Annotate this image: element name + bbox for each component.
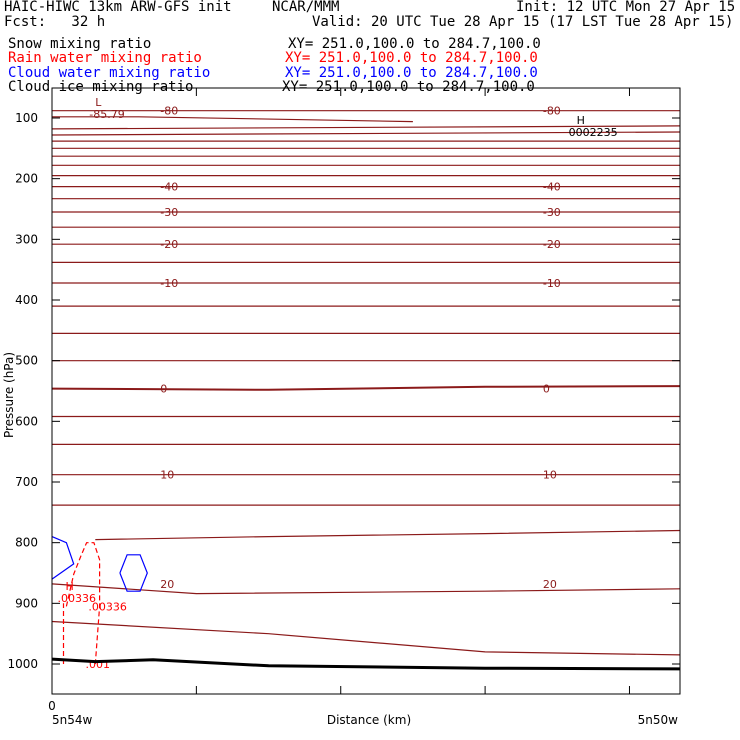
isotherm-line	[52, 116, 413, 123]
x-left-endpoint: 5n54w	[52, 713, 93, 727]
header-title: HAIC-HIWC 13km ARW-GFS init	[4, 0, 232, 15]
isotherm-line	[51, 583, 681, 595]
isotherm-label: 10	[160, 469, 174, 482]
isotherm-label: 20	[543, 578, 557, 591]
legend-cloudice-label: Cloud ice mixing ratio	[8, 79, 194, 95]
y-tick-label: 200	[15, 172, 38, 186]
rain-contour	[65, 542, 101, 665]
isotherm-label: 10	[543, 469, 557, 482]
isotherm-line	[51, 620, 681, 656]
plot-frame	[51, 87, 681, 695]
y-tick-label: 600	[15, 414, 38, 428]
isotherm-label: -30	[160, 206, 178, 219]
extremum-value: .00336	[58, 592, 96, 605]
y-tick-label: 1000	[7, 657, 38, 671]
y-tick-label: 400	[15, 293, 38, 307]
header-org: NCAR/MMM	[272, 0, 340, 15]
isotherm-label: -80	[543, 105, 561, 118]
y-tick-label: 500	[15, 354, 38, 368]
x-right-endpoint: 5n50w	[638, 713, 679, 727]
legend-snow-label: Snow mixing ratio	[8, 36, 152, 52]
y-tick-label: 300	[15, 232, 38, 246]
legend-rain-label: Rain water mixing ratio	[8, 50, 202, 66]
header-fcst: Fcst: 32 h	[4, 14, 106, 30]
isotherm-label: -20	[543, 238, 561, 251]
y-tick-label: 100	[15, 111, 38, 125]
extremum-symbol: L	[95, 96, 102, 109]
extremum-value: -85.79	[89, 108, 124, 121]
cloud-water-contour	[51, 536, 75, 580]
y-tick-label: 900	[15, 596, 38, 610]
isotherm-label: 0	[160, 383, 167, 396]
legend-rain-xy: XY= 251.0,100.0 to 284.7,100.0	[285, 50, 538, 66]
extremum-value: 0002235	[569, 126, 618, 139]
y-axis-title: Pressure (hPa)	[2, 352, 16, 438]
isotherm-label: -40	[160, 181, 178, 194]
isotherm-label: -10	[543, 277, 561, 290]
isotherm-label: 20	[160, 578, 174, 591]
isotherm-line	[51, 385, 681, 391]
y-tick-label: 700	[15, 475, 38, 489]
x-tick-label: 0	[48, 699, 56, 713]
header-valid: Valid: 20 UTC Tue 28 Apr 15 (17 LST Tue …	[312, 14, 734, 30]
legend-cloudice-xy: XY= 251.0,100.0 to 284.7,100.0	[282, 79, 535, 95]
ground-surface-line	[51, 657, 681, 671]
isotherm-label: -80	[160, 105, 178, 118]
isotherm-line	[95, 529, 681, 541]
header-init: Init: 12 UTC Mon 27 Apr 15	[516, 0, 736, 15]
isotherm-line	[51, 125, 681, 130]
legend-snow-xy: XY= 251.0,100.0 to 284.7,100.0	[288, 36, 541, 52]
isotherm-line	[51, 131, 681, 136]
cloud-water-contour	[119, 554, 148, 592]
extremum-symbol: H	[66, 580, 74, 593]
y-tick-label: 800	[15, 536, 38, 550]
isotherm-label: -20	[160, 238, 178, 251]
rain-contour-label: .00336	[88, 600, 127, 613]
extremum-symbol: H	[577, 114, 585, 127]
isotherm-label: 0	[543, 383, 550, 396]
isotherm-label: -10	[160, 277, 178, 290]
cloud-water-contours	[51, 536, 148, 592]
legend-cloudwater-label: Cloud water mixing ratio	[8, 65, 211, 81]
ground-line	[51, 657, 681, 671]
isotherm-label: -30	[543, 206, 561, 219]
isotherm-label: -40	[543, 181, 561, 194]
isotherm-contours: -80 -80 -40 -40 -30 -30 -20 -20 -10 -10 0 0 10 10 20 20	[51, 105, 681, 656]
x-axis-title: Distance (km)	[327, 713, 411, 727]
legend-cloudwater-xy: XY= 251.0,100.0 to 284.7,100.0	[285, 65, 538, 81]
